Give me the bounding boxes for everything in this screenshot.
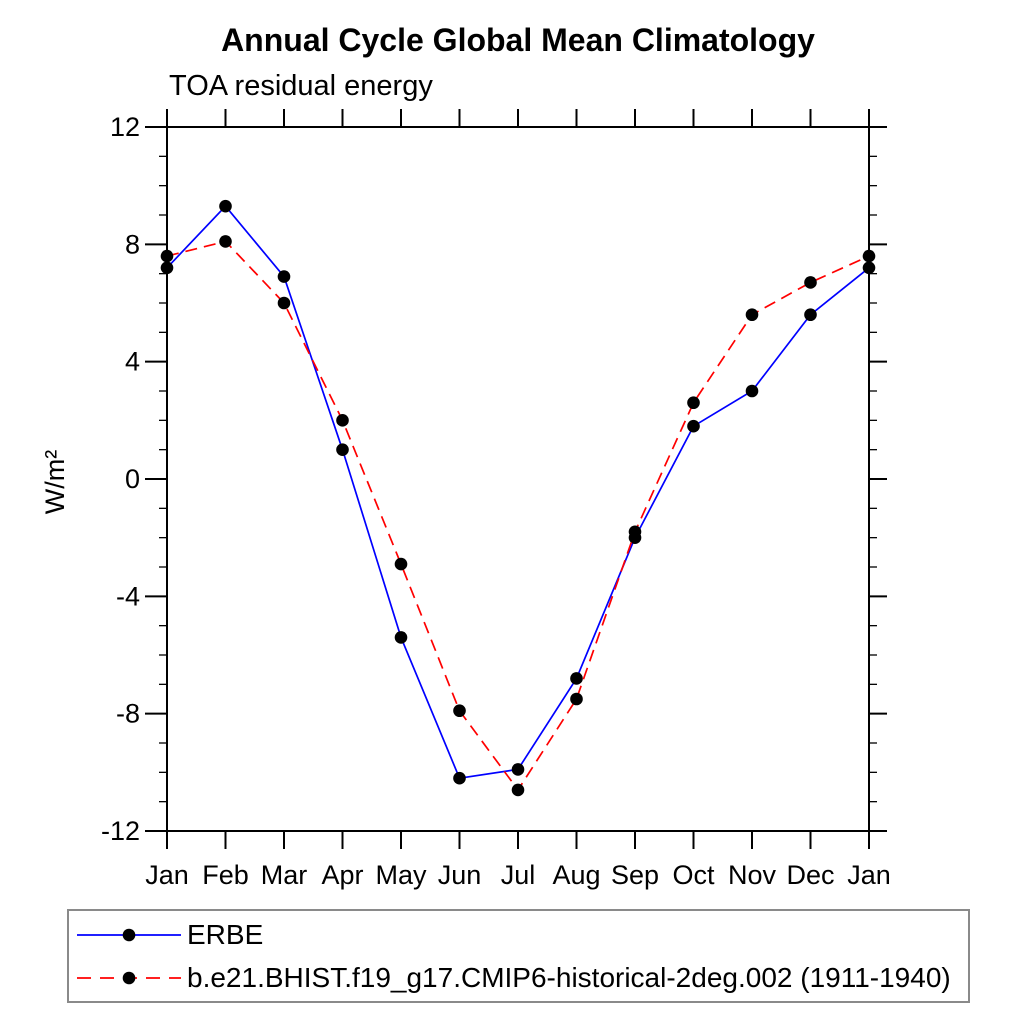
- data-point-marker: [394, 557, 408, 571]
- data-point-marker: [862, 249, 876, 263]
- y-tick-label: -12: [101, 816, 140, 846]
- data-point-marker: [394, 631, 408, 644]
- data-point-marker: [160, 261, 174, 275]
- y-tick-label: 8: [125, 229, 140, 259]
- series-line-erbe: [166, 204, 870, 780]
- x-tick-label: Feb: [202, 860, 249, 890]
- y-tick-label: 4: [125, 347, 140, 377]
- data-point-marker: [570, 692, 583, 706]
- data-point-marker: [277, 270, 291, 283]
- legend-sample-marker: [122, 971, 136, 984]
- data-point-marker: [336, 443, 349, 456]
- data-point-marker: [570, 672, 583, 685]
- plot-frame: [166, 126, 870, 832]
- data-point-marker: [511, 763, 525, 776]
- chart-subtitle: TOA residual energy: [169, 70, 433, 102]
- data-point-marker: [745, 308, 759, 322]
- legend-box: ERBE b.e21.BHIST.f19_g17.CMIP6-historica…: [67, 909, 970, 1003]
- y-axis-label: W/m²: [40, 450, 70, 514]
- legend-item-erbe: ERBE: [74, 913, 968, 956]
- x-tick-label: Sep: [611, 860, 659, 890]
- data-point-marker: [219, 235, 232, 248]
- x-tick-label: Apr: [321, 860, 363, 890]
- data-point-marker: [687, 419, 700, 433]
- x-tick-label: Aug: [552, 860, 600, 890]
- data-point-marker: [804, 308, 817, 322]
- data-point-marker: [160, 249, 174, 263]
- legend-sample-marker: [122, 928, 136, 941]
- x-tick-label: Jun: [438, 860, 482, 890]
- series-line-model: [166, 240, 870, 792]
- data-point-marker: [511, 783, 525, 797]
- data-point-marker: [453, 704, 466, 718]
- legend-item-model: b.e21.BHIST.f19_g17.CMIP6-historical-2de…: [74, 956, 968, 999]
- legend-line-sample-erbe: [77, 928, 181, 941]
- y-tick-label: 0: [125, 464, 140, 494]
- x-tick-label: May: [375, 860, 427, 890]
- x-tick-label: Mar: [261, 860, 308, 890]
- data-point-marker: [628, 525, 642, 539]
- x-tick-label: Jul: [501, 860, 536, 890]
- chart-title: Annual Cycle Global Mean Climatology: [221, 22, 815, 58]
- y-tick-label: -4: [116, 581, 140, 611]
- x-tick-label: Oct: [672, 860, 715, 890]
- data-point-marker: [219, 199, 232, 213]
- data-point-marker: [277, 296, 291, 310]
- x-tick-label: Jan: [145, 860, 189, 890]
- data-point-marker: [687, 396, 700, 410]
- legend-label-model: b.e21.BHIST.f19_g17.CMIP6-historical-2de…: [187, 961, 951, 993]
- legend-label-erbe: ERBE: [187, 918, 264, 950]
- data-point-marker: [745, 384, 759, 398]
- x-tick-label: Jan: [847, 860, 891, 890]
- x-tick-label: Nov: [728, 860, 777, 890]
- legend-line-sample-model: [77, 971, 181, 984]
- x-tick-label: Dec: [786, 860, 834, 890]
- data-point-marker: [804, 276, 817, 289]
- data-point-marker: [336, 414, 349, 427]
- data-point-marker: [453, 771, 466, 785]
- y-tick-label: -8: [116, 699, 140, 729]
- y-tick-label: 12: [110, 112, 140, 142]
- data-point-marker: [862, 261, 876, 275]
